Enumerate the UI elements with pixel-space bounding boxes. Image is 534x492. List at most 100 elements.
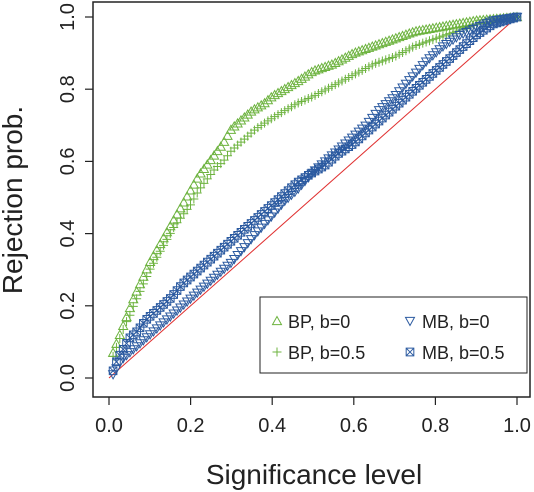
point-triangle-up xyxy=(363,42,375,52)
point-triangle-up xyxy=(400,29,412,39)
series-3 xyxy=(108,12,522,376)
point-plus xyxy=(169,222,179,232)
point-triangle-up xyxy=(427,22,439,33)
point-triangle-up xyxy=(255,99,267,110)
point-triangle-up xyxy=(393,31,405,42)
point-plus xyxy=(159,240,169,250)
point-triangle-up xyxy=(313,63,324,74)
point-triangle-up xyxy=(225,124,237,134)
point-triangle-up xyxy=(259,97,270,108)
point-triangle-down xyxy=(259,219,270,230)
plot-frame xyxy=(92,1,531,398)
point-triangle-down xyxy=(417,61,429,71)
point-plus xyxy=(138,279,148,289)
point-triangle-up xyxy=(424,23,435,33)
point-triangle-up xyxy=(350,46,361,57)
point-triangle-down xyxy=(262,216,274,226)
point-triangle-up xyxy=(316,62,328,73)
point-triangle-up xyxy=(215,141,227,151)
y-axis-title: Rejection prob. xyxy=(0,106,28,294)
y-tick-label: 0.6 xyxy=(57,147,79,175)
point-triangle-down xyxy=(390,90,402,101)
point-triangle-up xyxy=(222,130,233,140)
point-triangle-down xyxy=(393,87,405,97)
point-triangle-up xyxy=(306,66,318,77)
point-plus xyxy=(128,301,138,311)
point-triangle-up xyxy=(414,25,425,35)
point-triangle-up xyxy=(181,190,193,201)
x-tick-label: 0.2 xyxy=(177,415,205,437)
legend-marker-triangle-up xyxy=(271,315,283,326)
point-triangle-up xyxy=(390,32,402,43)
point-triangle-up xyxy=(366,41,378,51)
point-triangle-down xyxy=(407,72,419,82)
point-triangle-up xyxy=(434,21,445,32)
point-triangle-down xyxy=(225,258,237,269)
point-triangle-down xyxy=(242,239,254,249)
point-triangle-up xyxy=(228,120,240,131)
point-plus xyxy=(152,252,162,262)
legend-marker-triangle-down xyxy=(404,316,416,327)
legend-label-mb-b0: MB, b=0 xyxy=(422,312,490,332)
point-triangle-up xyxy=(178,196,190,207)
point-plus xyxy=(189,194,199,204)
point-triangle-up xyxy=(420,23,432,34)
point-triangle-up xyxy=(397,30,408,40)
x-tick-label: 0.6 xyxy=(340,415,368,437)
point-triangle-up xyxy=(346,48,358,59)
x-tick-label: 0.0 xyxy=(95,415,123,437)
point-plus xyxy=(122,317,132,327)
point-box-x xyxy=(512,12,522,22)
point-plus xyxy=(155,246,165,256)
y-tick-label: 0.8 xyxy=(57,75,79,103)
point-plus xyxy=(125,310,135,320)
legend-label-bp-b0: BP, b=0 xyxy=(288,312,350,332)
point-triangle-up xyxy=(218,136,230,146)
point-box-x xyxy=(135,323,145,333)
legend-box xyxy=(259,296,528,374)
point-triangle-down xyxy=(366,113,378,124)
point-triangle-up xyxy=(242,108,254,119)
point-plus xyxy=(118,325,128,335)
point-plus xyxy=(185,200,195,210)
point-triangle-down xyxy=(414,64,425,75)
point-triangle-down xyxy=(235,247,247,257)
point-triangle-down xyxy=(239,243,250,253)
point-triangle-down xyxy=(228,255,240,265)
point-triangle-up xyxy=(440,20,452,30)
legend-marker-box-x xyxy=(405,347,415,357)
point-triangle-up xyxy=(191,173,203,183)
point-triangle-up xyxy=(373,38,385,49)
point-triangle-down xyxy=(403,76,415,86)
reference-line-layer xyxy=(108,16,518,379)
x-tick-label: 0.8 xyxy=(421,415,449,437)
point-triangle-down xyxy=(363,117,375,128)
point-triangle-up xyxy=(383,35,395,45)
legend-markers xyxy=(271,315,416,357)
y-tick-label: 1.0 xyxy=(57,3,79,31)
point-triangle-up xyxy=(239,111,250,122)
point-triangle-up xyxy=(175,202,186,213)
point-triangle-up xyxy=(403,27,415,38)
point-triangle-down xyxy=(420,57,432,68)
point-triangle-down xyxy=(249,231,260,241)
point-triangle-up xyxy=(356,44,368,55)
point-triangle-up xyxy=(360,43,371,54)
point-plus xyxy=(142,271,152,281)
point-triangle-up xyxy=(407,26,419,37)
point-plus xyxy=(145,264,155,274)
point-plus xyxy=(162,234,172,244)
data-marks xyxy=(107,11,523,380)
legend-label-bp-b05: BP, b=0.5 xyxy=(288,343,365,363)
point-triangle-down xyxy=(232,251,243,261)
point-plus xyxy=(115,333,125,343)
point-triangle-down xyxy=(111,364,122,374)
point-plus xyxy=(148,258,158,268)
x-axis-title: Significance level xyxy=(206,459,422,490)
reference-line xyxy=(108,16,518,379)
y-tick-label: 0.0 xyxy=(57,364,79,392)
point-triangle-up xyxy=(444,19,456,30)
point-triangle-down xyxy=(255,223,267,234)
point-triangle-up xyxy=(235,114,247,125)
